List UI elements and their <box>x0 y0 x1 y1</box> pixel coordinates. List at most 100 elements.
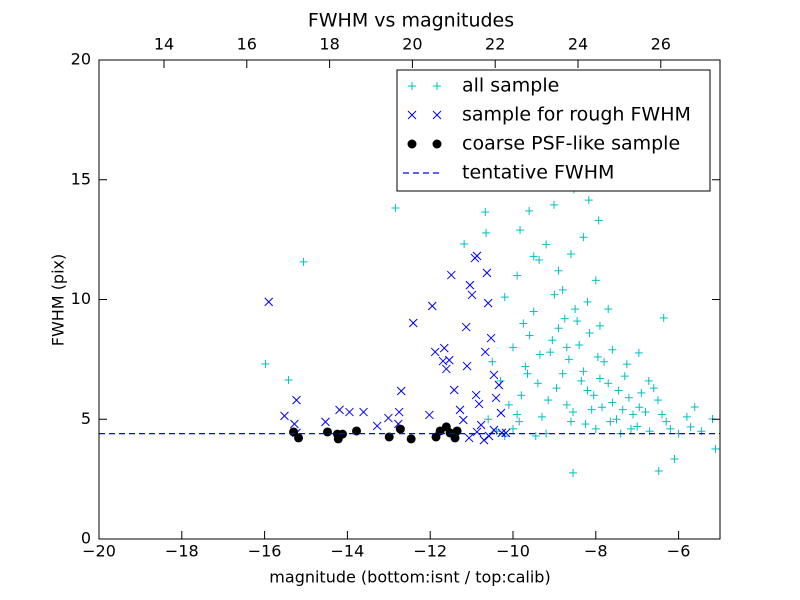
x-marker <box>280 411 289 421</box>
x-marker <box>482 268 492 278</box>
x-b <box>483 298 493 308</box>
x-b <box>472 251 482 261</box>
legend-label: coarse PSF-like sample <box>462 133 680 155</box>
x-b <box>482 268 492 278</box>
plus-marker <box>618 405 627 414</box>
x2-tick-label: 18 <box>319 35 339 54</box>
plus-marker <box>513 271 522 280</box>
plus-marker <box>548 336 557 345</box>
plus-marker <box>575 341 584 350</box>
plus-marker <box>594 216 603 225</box>
x-marker <box>441 364 451 374</box>
x-b <box>425 410 434 420</box>
x2-tick-label: 22 <box>485 35 505 54</box>
x-b <box>472 427 482 437</box>
x-b <box>476 420 486 430</box>
x-marker <box>496 408 506 418</box>
plus-marker <box>509 343 517 352</box>
x-marker <box>439 343 449 353</box>
plus-marker <box>686 422 695 431</box>
legend-box <box>396 69 711 192</box>
x-marker <box>472 427 482 437</box>
x-b <box>491 393 501 403</box>
plus-marker <box>560 314 569 323</box>
plus-marker <box>612 415 621 424</box>
x-marker <box>462 361 472 371</box>
plus-marker <box>533 379 542 388</box>
plus-marker <box>604 305 613 314</box>
plus-marker <box>608 398 617 407</box>
chart-title: FWHM vs magnitudes <box>308 10 514 32</box>
y-axis-label: FWHM (pix) <box>49 254 68 347</box>
x-marker <box>497 428 507 438</box>
plus-marker <box>531 432 540 441</box>
x-b <box>480 347 490 357</box>
x-b <box>461 322 471 332</box>
x-b <box>345 407 354 417</box>
dot <box>395 424 405 434</box>
plus-marker <box>482 228 491 237</box>
x-b <box>471 390 481 400</box>
x-b <box>384 413 393 423</box>
x-b <box>280 411 289 421</box>
x-b <box>489 370 499 380</box>
plus-marker <box>513 410 522 419</box>
plus-marker <box>581 420 590 429</box>
plus-marker <box>535 255 544 264</box>
legend-label: all sample <box>462 75 559 97</box>
y-tick-label: 20 <box>71 50 91 69</box>
plus-marker <box>587 405 596 414</box>
plus-marker <box>284 375 293 384</box>
plus-marker <box>391 204 400 213</box>
x-marker <box>446 270 456 280</box>
plus-marker <box>583 386 592 395</box>
plus-marker <box>550 290 559 299</box>
x-marker <box>372 421 382 431</box>
x-b <box>489 425 499 435</box>
plus-marker <box>554 266 563 275</box>
plus-marker <box>566 249 575 258</box>
plus-marker <box>517 391 526 400</box>
plus-marker <box>525 331 534 340</box>
x-b <box>462 361 472 371</box>
plus-marker <box>569 408 578 417</box>
plus-marker <box>460 239 469 248</box>
plus-marker <box>585 329 594 338</box>
plus-marker <box>595 374 604 383</box>
x-b <box>465 280 475 290</box>
plus-marker <box>620 372 629 381</box>
x-tick-label: −14 <box>331 542 365 561</box>
plot-area <box>99 147 720 477</box>
plus-marker <box>593 352 602 361</box>
x-marker <box>472 251 482 261</box>
x-b <box>321 417 330 427</box>
plus-marker <box>484 415 493 424</box>
y-tick-label: 15 <box>71 169 91 188</box>
plus-marker <box>658 410 667 419</box>
x-marker <box>449 385 459 395</box>
plus-marker <box>552 384 561 393</box>
x2-tick-label: 16 <box>237 35 257 54</box>
x-marker <box>396 386 406 396</box>
x-axis-label: magnitude (bottom:isnt / top:calib) <box>269 568 550 587</box>
x-marker <box>359 407 368 417</box>
plus-marker <box>544 396 553 405</box>
x-marker <box>480 347 490 357</box>
plus-marker <box>598 403 607 412</box>
plus-marker <box>711 444 720 453</box>
dot <box>294 433 304 443</box>
plus-marker <box>682 412 691 421</box>
x2-tick-label: 20 <box>402 35 422 54</box>
plus-marker <box>577 376 586 385</box>
dot <box>384 432 394 442</box>
x-marker <box>335 405 344 415</box>
x-b <box>407 110 417 120</box>
plus-marker <box>554 324 563 333</box>
x-b <box>496 408 506 418</box>
plus-marker <box>626 424 635 433</box>
plus-marker <box>488 357 497 366</box>
plus-marker <box>261 359 270 368</box>
plus-marker <box>564 355 573 364</box>
x-marker <box>430 347 440 357</box>
dot <box>432 139 442 149</box>
